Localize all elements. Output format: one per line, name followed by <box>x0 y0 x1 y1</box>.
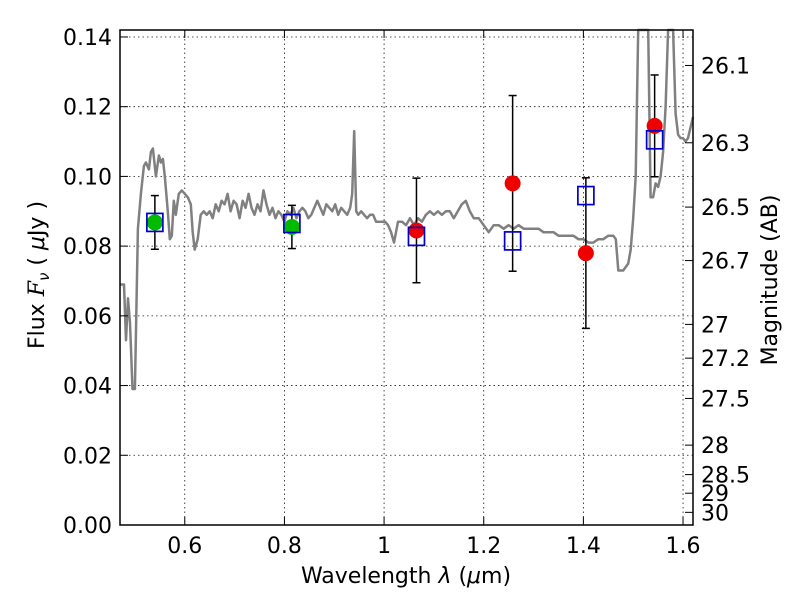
y-tick-label: 0.02 <box>63 444 112 469</box>
magnitude-tick-label: 27.2 <box>701 347 750 372</box>
x-axis-ticks: 0.6 0.8 1 1.2 1.4 1.6 <box>167 30 701 559</box>
data-point-circle <box>504 175 521 192</box>
x-tick-label: 0.8 <box>267 534 302 559</box>
model-spectrum-line <box>120 28 695 391</box>
x-tick-label: 1 <box>377 534 391 559</box>
magnitude-tick-label: 27 <box>701 313 729 338</box>
data-markers <box>146 117 664 262</box>
magnitude-tick-label: 26.5 <box>701 196 750 221</box>
magnitude-axis-label: Magnitude (AB) <box>758 195 783 366</box>
plot-frame <box>119 29 694 526</box>
magnitude-tick-label: 27.5 <box>701 387 750 412</box>
grid <box>120 30 693 526</box>
y-tick-label: 0.04 <box>63 375 112 400</box>
data-point-square <box>283 213 301 234</box>
y-tick-label: 0.10 <box>63 165 112 190</box>
magnitude-tick-label: 26.7 <box>701 250 750 275</box>
magnitude-tick-label: 29 <box>701 482 729 507</box>
data-point-square <box>407 226 426 247</box>
model-spectrum <box>120 28 695 391</box>
x-axis-label: Wavelength λ (μm) <box>301 564 511 589</box>
x-tick-label: 1.4 <box>566 534 601 559</box>
y-axis-ticks: 0.00 0.02 0.04 0.06 0.08 0.10 0.12 0.14 <box>63 26 128 539</box>
y-tick-label: 0.12 <box>63 96 112 121</box>
y-tick-label: 0.06 <box>63 305 112 330</box>
data-point-circle <box>146 214 163 231</box>
data-point-circle <box>646 117 663 134</box>
data-point-square <box>146 212 164 233</box>
magnitude-tick-label: 26.1 <box>701 54 750 79</box>
y-tick-label: 0.08 <box>63 235 112 260</box>
magnitude-tick-label: 28 <box>701 434 729 459</box>
magnitude-tick-label: 26.3 <box>701 132 750 157</box>
magnitude-tick-label: 30 <box>701 501 729 526</box>
y-tick-label: 0.00 <box>63 514 112 539</box>
error-bars <box>150 74 659 330</box>
data-point-square <box>503 231 522 251</box>
data-point-square <box>577 185 595 206</box>
x-tick-label: 1.6 <box>666 534 701 559</box>
data-point-circle <box>577 245 594 262</box>
x-tick-label: 0.6 <box>167 534 202 559</box>
data-point-square <box>645 129 664 150</box>
x-tick-label: 1.2 <box>466 534 501 559</box>
data-point-circle <box>408 222 425 239</box>
y-axis-label: Flux Fν ( μJy ) <box>25 201 53 349</box>
magnitude-tick-label: 28.5 <box>701 464 750 489</box>
y-tick-label: 0.14 <box>63 26 112 51</box>
